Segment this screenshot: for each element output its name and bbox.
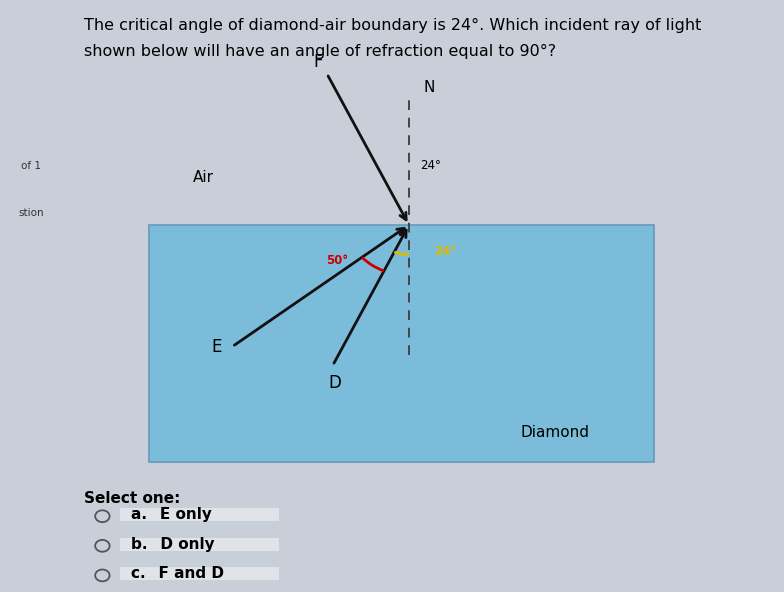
Bar bbox=[121, 538, 279, 551]
Text: c.  F and D: c. F and D bbox=[131, 566, 224, 581]
Text: b.  D only: b. D only bbox=[131, 536, 215, 552]
Text: 24°: 24° bbox=[419, 159, 441, 172]
Text: Diamond: Diamond bbox=[521, 424, 590, 440]
Text: stion: stion bbox=[19, 208, 44, 218]
Text: E: E bbox=[211, 337, 221, 356]
Text: shown below will have an angle of refraction equal to 90°?: shown below will have an angle of refrac… bbox=[85, 44, 557, 59]
Text: of 1: of 1 bbox=[21, 161, 42, 170]
Text: Select one:: Select one: bbox=[85, 491, 181, 506]
Bar bbox=[121, 508, 279, 521]
Bar bbox=[121, 567, 279, 580]
Bar bbox=[149, 225, 654, 462]
Text: F: F bbox=[314, 53, 323, 70]
Text: a.  E only: a. E only bbox=[131, 507, 212, 522]
Text: The critical angle of diamond-air boundary is 24°. Which incident ray of light: The critical angle of diamond-air bounda… bbox=[85, 18, 702, 33]
Text: 50°: 50° bbox=[325, 254, 348, 267]
Text: N: N bbox=[423, 80, 435, 95]
Text: 24°: 24° bbox=[434, 245, 456, 258]
Text: Air: Air bbox=[193, 170, 213, 185]
Text: D: D bbox=[328, 375, 341, 392]
